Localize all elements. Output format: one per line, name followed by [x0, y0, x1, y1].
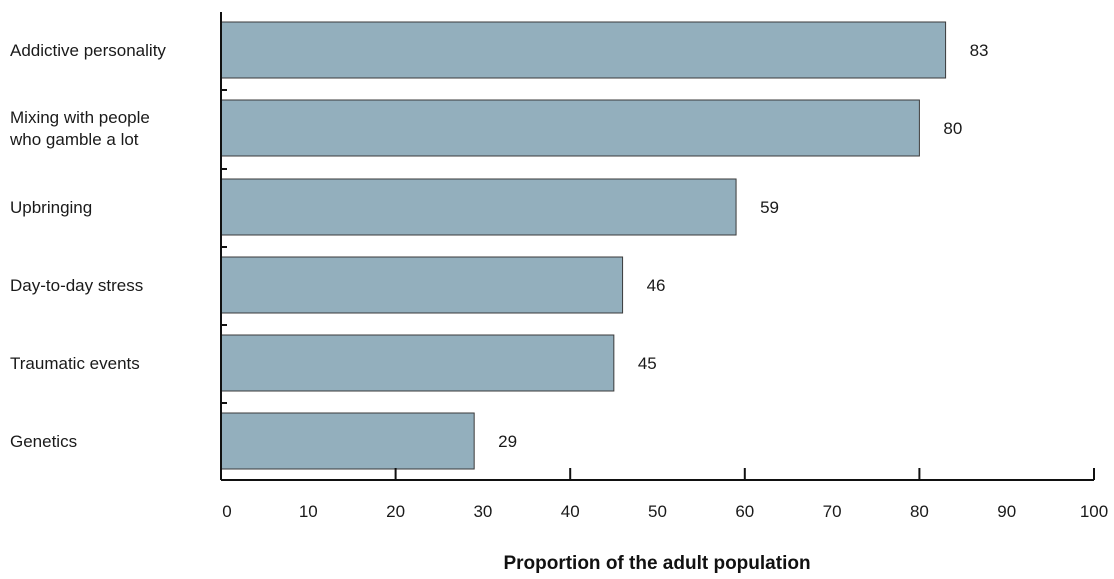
bar — [220, 256, 624, 314]
x-tick-label: 100 — [1080, 502, 1108, 521]
category-label: Mixing with people who gamble a lot — [9, 108, 150, 149]
category-label: Addictive personality — [10, 41, 166, 60]
data-label: 46 — [647, 276, 666, 295]
category-label: Upbringing — [10, 198, 92, 217]
x-tick-label: 70 — [823, 502, 842, 521]
x-tick-label: 60 — [735, 502, 754, 521]
bar — [220, 99, 920, 157]
data-labels: 83 80 59 46 45 29 — [498, 41, 988, 451]
category-label: Genetics — [10, 432, 77, 451]
data-label: 45 — [638, 354, 657, 373]
axes — [220, 12, 1095, 481]
x-axis-title: Proportion of the adult population — [503, 553, 810, 574]
data-label: 83 — [970, 41, 989, 60]
bar — [220, 178, 737, 236]
x-tick-label: 80 — [910, 502, 929, 521]
bar — [220, 412, 475, 470]
category-label: Traumatic events — [10, 354, 140, 373]
bar — [220, 334, 615, 392]
category-labels: Addictive personality Mixing with people w… — [9, 41, 166, 451]
bars-layer — [220, 21, 947, 470]
x-tick-labels: 0 10 20 30 40 50 60 70 80 90 100 — [222, 502, 1108, 521]
data-label: 80 — [943, 119, 962, 138]
x-tick-label: 30 — [473, 502, 492, 521]
x-tick-label: 50 — [648, 502, 667, 521]
x-tick-label: 20 — [386, 502, 405, 521]
x-tick-label: 10 — [299, 502, 318, 521]
x-tick-label: 0 — [222, 502, 231, 521]
data-label: 29 — [498, 432, 517, 451]
x-tick-label: 40 — [561, 502, 580, 521]
bar — [220, 21, 947, 79]
category-label: Day-to-day stress — [10, 276, 143, 295]
data-label: 59 — [760, 198, 779, 217]
x-tick-label: 90 — [997, 502, 1016, 521]
